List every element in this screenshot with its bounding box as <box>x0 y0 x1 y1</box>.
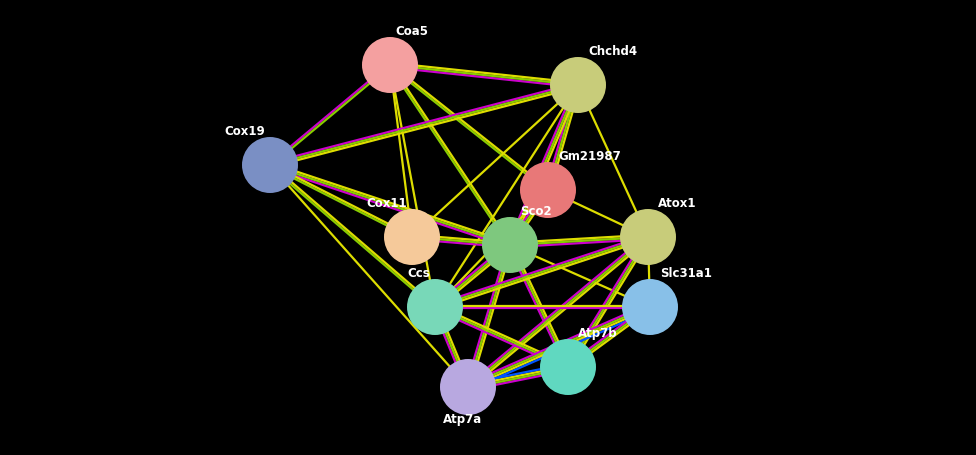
Text: Atox1: Atox1 <box>658 197 697 210</box>
Text: Sco2: Sco2 <box>520 205 551 217</box>
Text: Chchd4: Chchd4 <box>588 45 637 58</box>
Text: Atp7b: Atp7b <box>578 326 618 339</box>
Circle shape <box>384 210 440 265</box>
Text: Atp7a: Atp7a <box>443 412 482 425</box>
Circle shape <box>362 38 418 94</box>
Circle shape <box>242 138 298 193</box>
Circle shape <box>440 359 496 415</box>
Circle shape <box>482 217 538 273</box>
Text: Cox11: Cox11 <box>366 197 407 210</box>
Circle shape <box>622 279 678 335</box>
Text: Coa5: Coa5 <box>395 25 428 38</box>
Circle shape <box>620 210 676 265</box>
Circle shape <box>407 279 463 335</box>
Text: Slc31a1: Slc31a1 <box>660 267 712 279</box>
Circle shape <box>520 162 576 218</box>
Text: Ccs: Ccs <box>407 267 430 279</box>
Circle shape <box>550 58 606 114</box>
Text: Cox19: Cox19 <box>224 125 265 138</box>
Circle shape <box>540 339 596 395</box>
Text: Gm21987: Gm21987 <box>558 150 621 162</box>
